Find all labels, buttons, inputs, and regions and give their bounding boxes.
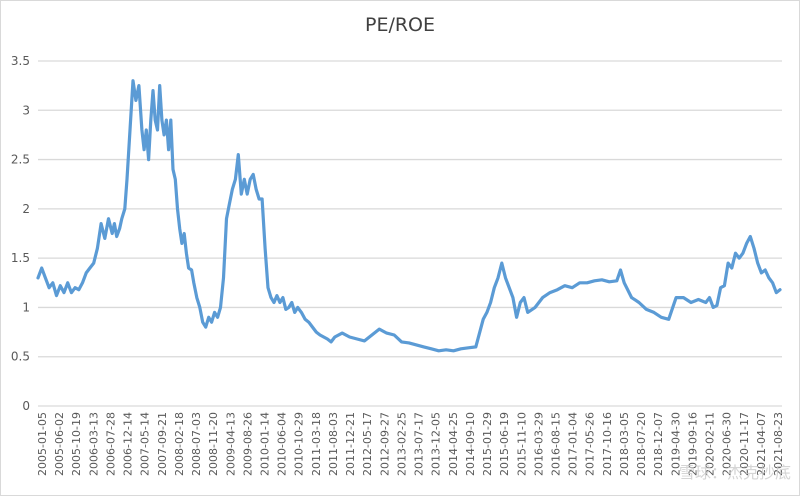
x-tick-label: 2011-12-21 [344, 412, 357, 476]
x-tick-label: 2011-03-18 [310, 412, 323, 476]
chart-title: PE/ROE [364, 14, 436, 36]
x-tick-label: 2015-06-19 [498, 412, 511, 476]
x-tick-label: 2008-02-18 [173, 412, 186, 476]
x-tick-label: 2018-03-05 [618, 412, 631, 476]
x-tick-label: 2013-02-25 [395, 412, 408, 476]
x-tick-label: 2018-07-20 [635, 412, 648, 476]
x-tick-label: 2020-11-17 [738, 412, 751, 476]
x-tick-label: 2014-09-10 [464, 412, 477, 476]
x-tick-label: 2013-12-05 [430, 412, 443, 476]
x-tick-label: 2006-07-28 [104, 412, 117, 476]
x-tick-label: 2006-03-13 [87, 412, 100, 476]
x-tick-label: 2021-04-07 [755, 412, 768, 476]
x-tick-label: 2008-07-03 [190, 412, 203, 476]
y-tick-label: 1 [22, 300, 30, 314]
x-tick-label: 2015-01-29 [481, 412, 494, 476]
x-tick-label: 2012-09-27 [378, 412, 391, 476]
y-axis-ticks: 0 0.5 1 1.5 2 2.5 3 3.5 [11, 54, 30, 413]
x-tick-label: 2018-12-07 [652, 412, 665, 476]
x-tick-label: 2010-06-04 [276, 412, 289, 476]
x-tick-label: 2010-10-29 [293, 412, 306, 476]
pe-roe-series-line [36, 79, 782, 353]
x-tick-label: 2010-01-14 [259, 412, 272, 476]
x-tick-label: 2007-09-21 [156, 412, 169, 476]
watermark: 雪球：杰克抄底 [679, 463, 791, 482]
x-tick-label: 2011-08-03 [327, 412, 340, 476]
y-tick-label: 3.5 [11, 54, 30, 68]
x-tick-label: 2017-10-16 [601, 412, 614, 476]
x-tick-label: 2015-11-10 [515, 412, 528, 476]
x-tick-label: 2005-01-05 [36, 412, 49, 476]
x-tick-label: 2020-06-30 [721, 412, 734, 476]
y-tick-label: 0 [22, 399, 30, 413]
x-tick-label: 2005-06-02 [53, 412, 66, 476]
x-tick-label: 2008-11-20 [207, 412, 220, 476]
x-tick-label: 2013-07-17 [413, 412, 426, 476]
x-tick-label: 2017-01-04 [567, 412, 580, 476]
x-tick-label: 2021-08-23 [772, 412, 785, 476]
x-tick-label: 2016-03-29 [532, 412, 545, 476]
x-tick-label: 2016-08-15 [549, 412, 562, 476]
x-tick-label: 2020-02-11 [704, 412, 717, 476]
x-tick-label: 2006-12-14 [122, 412, 135, 476]
y-tick-label: 0.5 [11, 350, 30, 364]
y-tick-label: 1.5 [11, 251, 30, 265]
x-tick-label: 2014-04-25 [447, 412, 460, 476]
x-tick-label: 2019-04-30 [669, 412, 682, 476]
x-tick-label: 2009-04-13 [224, 412, 237, 476]
x-axis-ticks: 2005-01-05 2005-06-02 2005-10-19 2006-03-13… [36, 412, 785, 476]
x-tick-label: 2005-10-19 [70, 412, 83, 476]
y-tick-label: 3 [22, 103, 30, 117]
y-tick-label: 2.5 [11, 153, 30, 167]
x-tick-label: 2019-09-16 [686, 412, 699, 476]
y-tick-label: 2 [22, 202, 30, 216]
x-tick-label: 2007-05-14 [139, 412, 152, 476]
x-tick-label: 2017-05-26 [584, 412, 597, 476]
gridlines [38, 60, 782, 407]
x-tick-label: 2009-08-26 [241, 412, 254, 476]
x-tick-label: 2012-05-17 [361, 412, 374, 476]
